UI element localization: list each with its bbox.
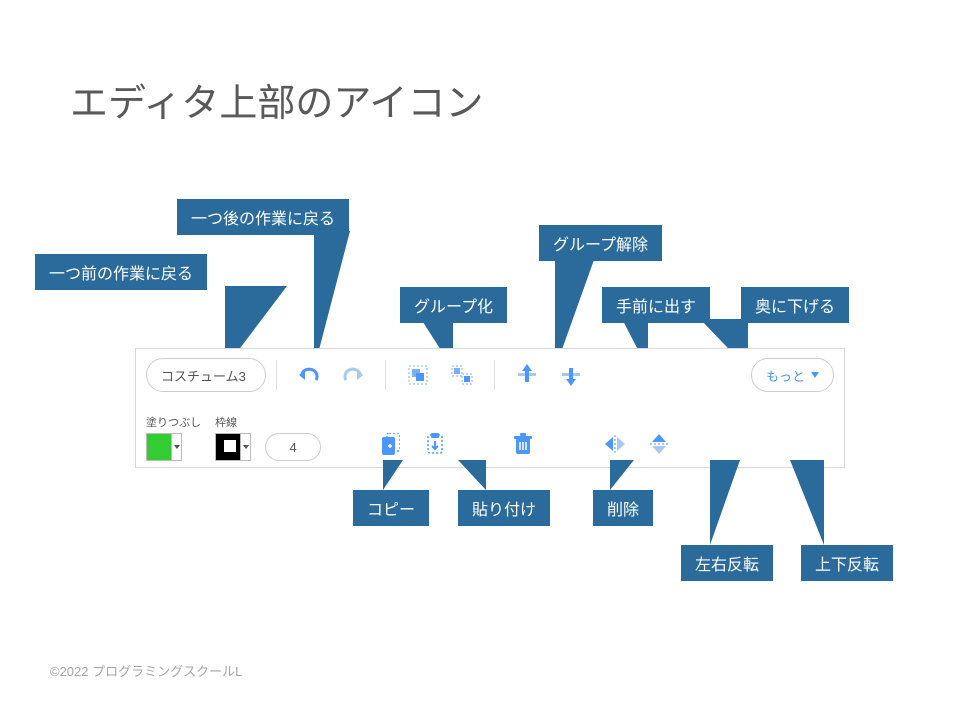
outline-swatch[interactable] [215, 433, 251, 461]
fill-label: 塗りつぶし [146, 414, 201, 430]
separator [385, 360, 386, 390]
group-button[interactable] [396, 358, 440, 392]
callout-backward: 奥に下げる [741, 287, 849, 323]
page-title: エディタ上部のアイコン [70, 72, 483, 127]
toolbar-row-2: 塗りつぶし 枠線 4 [146, 401, 834, 461]
fill-control: 塗りつぶし [146, 414, 201, 461]
backward-button[interactable] [549, 358, 593, 392]
callout-delete: 削除 [593, 490, 653, 526]
editor-toolbar: コスチューム3 もっと 塗りつぶし [135, 348, 845, 468]
redo-icon [342, 367, 364, 383]
more-button[interactable]: もっと [751, 358, 834, 392]
ungroup-icon [451, 365, 473, 385]
delete-button[interactable] [501, 427, 545, 461]
flip-horizontal-button[interactable] [593, 427, 637, 461]
fill-color [147, 434, 171, 460]
callout-redo: 一つ後の作業に戻る [177, 199, 349, 235]
toolbar-row-1: コスチューム3 もっと [146, 355, 834, 395]
callout-paste: 貼り付け [458, 490, 550, 526]
callout-delete-pointer [610, 460, 634, 490]
footer-copyright: ©2022 プログラミングスクールL [50, 661, 242, 680]
redo-button[interactable] [331, 358, 375, 392]
callout-group: グループ化 [400, 287, 507, 323]
callout-flipv-pointer [790, 460, 824, 545]
fill-swatch[interactable] [146, 433, 182, 461]
callout-ungroup: グループ解除 [539, 225, 662, 261]
paste-icon [426, 433, 444, 455]
undo-button[interactable] [287, 358, 331, 392]
outline-control: 枠線 [215, 414, 251, 461]
outline-width-input[interactable]: 4 [265, 433, 321, 461]
callout-fliph: 左右反転 [681, 545, 773, 581]
copy-icon [382, 433, 400, 455]
separator [276, 360, 277, 390]
group-icon [408, 365, 428, 385]
chevron-down-icon [811, 372, 819, 378]
flip-vertical-icon [650, 432, 668, 456]
paste-button[interactable] [413, 427, 457, 461]
callout-copy-pointer [383, 460, 403, 490]
callout-flipv: 上下反転 [801, 545, 893, 581]
callout-paste-pointer [458, 460, 486, 490]
more-label: もっと [766, 366, 805, 385]
callout-undo: 一つ前の作業に戻る [35, 254, 207, 290]
backward-icon [562, 364, 580, 386]
flip-horizontal-icon [603, 435, 627, 453]
forward-button[interactable] [505, 358, 549, 392]
callout-forward: 手前に出す [602, 287, 710, 323]
ungroup-button[interactable] [440, 358, 484, 392]
trash-icon [514, 433, 532, 455]
separator [494, 360, 495, 390]
forward-icon [518, 364, 536, 386]
undo-icon [298, 367, 320, 383]
outline-color [216, 434, 240, 460]
outline-label: 枠線 [215, 414, 251, 430]
callout-copy: コピー [353, 490, 429, 526]
callout-fliph-pointer [710, 460, 740, 545]
fill-dropdown[interactable] [171, 434, 181, 460]
flip-vertical-button[interactable] [637, 427, 681, 461]
copy-button[interactable] [369, 427, 413, 461]
outline-dropdown[interactable] [240, 434, 250, 460]
costume-name-input[interactable]: コスチューム3 [146, 358, 266, 392]
